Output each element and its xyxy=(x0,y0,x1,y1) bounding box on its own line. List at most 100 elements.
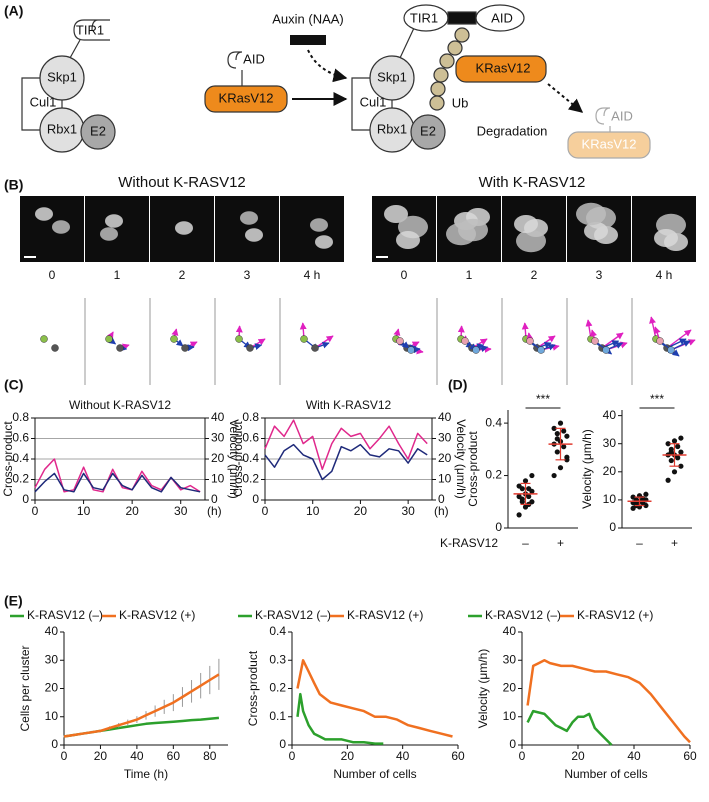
x-tick-label: 0 xyxy=(61,749,68,763)
nucleus xyxy=(245,228,263,242)
ub-bead xyxy=(439,53,455,69)
significance-label: *** xyxy=(536,392,550,406)
aid-shape xyxy=(475,4,525,32)
data-point xyxy=(557,420,564,426)
x-tick-label: + xyxy=(557,536,564,550)
cell-sphere xyxy=(656,337,664,345)
time-label: 3 xyxy=(244,268,251,282)
series-line xyxy=(63,673,220,738)
complex-before xyxy=(21,19,116,153)
y-tick-label: 20 xyxy=(603,464,617,478)
cell-sphere xyxy=(181,344,189,352)
ub-bead xyxy=(430,81,446,97)
cell-sphere xyxy=(461,337,469,345)
series-line xyxy=(264,443,428,481)
panel-label: (B) xyxy=(4,177,23,193)
data-point xyxy=(526,486,532,492)
data-point xyxy=(519,499,525,505)
series-line xyxy=(34,458,201,493)
y2-tick-label: 20 xyxy=(211,451,225,465)
aid-label: AID xyxy=(611,108,633,123)
panel-label: (D) xyxy=(448,377,467,393)
data-point xyxy=(561,444,567,450)
y-tick-label: 0 xyxy=(495,520,502,534)
nucleus xyxy=(514,215,538,233)
nucleus xyxy=(584,222,608,240)
time-label: 1 xyxy=(466,268,473,282)
aid-shape xyxy=(227,51,243,69)
x-axis-label: (h) xyxy=(207,504,222,518)
micrograph xyxy=(85,196,149,262)
y-tick-label: 0.8 xyxy=(242,410,259,424)
y2-tick-label: 40 xyxy=(211,410,225,424)
cul1-label: Cul1 xyxy=(30,94,57,109)
data-point xyxy=(668,457,674,464)
aid-label: AID xyxy=(243,51,265,66)
y2-tick-label: 20 xyxy=(438,451,452,465)
nucleus xyxy=(576,202,606,226)
legend-label: K-RASV12 (–) xyxy=(255,608,331,622)
time-label: 2 xyxy=(179,268,186,282)
y2-tick-label: 0 xyxy=(438,492,445,506)
y-tick-label: 0 xyxy=(509,737,516,751)
tir1-shape xyxy=(73,19,110,41)
time-label: 1 xyxy=(114,268,121,282)
micrographs: 0 1 2 3 4 h 0 1 2 3 4 h xyxy=(20,196,696,385)
skp1-label: Skp1 xyxy=(377,69,407,84)
y-axis-label: Cross-product xyxy=(466,431,480,507)
cul1-bracket xyxy=(21,77,40,131)
y-tick-label: 0.1 xyxy=(269,709,286,723)
degradation-label: Degradation xyxy=(477,123,548,138)
micrograph xyxy=(20,196,84,262)
y-tick-label: 0 xyxy=(51,737,58,751)
data-point xyxy=(668,449,674,455)
link xyxy=(69,39,81,59)
data-point xyxy=(554,449,560,455)
x-tick-label: – xyxy=(522,536,529,550)
y-tick-label: 0 xyxy=(609,520,616,534)
x-tick-label: 60 xyxy=(167,749,181,763)
nucleus xyxy=(396,231,420,249)
y-tick-label: 0.2 xyxy=(269,681,286,695)
data-point xyxy=(678,463,684,469)
data-point xyxy=(529,472,535,479)
y-tick-label: 10 xyxy=(603,492,617,506)
rbx1-label: Rbx1 xyxy=(377,121,407,136)
series-line xyxy=(526,709,613,746)
cell-sphere xyxy=(537,346,545,354)
y-tick-label: 0.4 xyxy=(485,415,502,429)
cell-sphere xyxy=(396,337,404,345)
x-axis-label: K-RASV12 xyxy=(440,536,498,550)
x-tick-label: + xyxy=(671,536,678,550)
data-point xyxy=(522,478,529,484)
aid-label: AID xyxy=(491,10,513,25)
auxin-arrow xyxy=(307,49,348,83)
ub-bead xyxy=(447,40,463,56)
ub-bead xyxy=(429,95,445,111)
data-point xyxy=(665,477,671,483)
x-tick-label: 20 xyxy=(94,749,108,763)
kras-label: KRasV12 xyxy=(476,60,531,75)
y-axis-label: Cross-product xyxy=(1,421,15,497)
time-label: 3 xyxy=(596,268,603,282)
cul1-label: Cul1 xyxy=(360,94,387,109)
y2-tick-label: 0 xyxy=(211,492,218,506)
y2-axis-label: Velocity (μm/h) xyxy=(454,419,468,499)
nucleus xyxy=(52,220,70,234)
x-tick-label: 10 xyxy=(306,504,320,518)
data-point xyxy=(630,494,636,500)
series-line xyxy=(296,692,384,745)
data-point xyxy=(671,438,678,444)
data-point xyxy=(678,435,684,441)
kras-label: KRasV12 xyxy=(219,90,274,105)
x-tick-label: 20 xyxy=(354,504,368,518)
chart-title: With K-RASV12 xyxy=(306,398,392,412)
tir1-label: TIR1 xyxy=(410,10,438,25)
ub-bead xyxy=(433,67,449,83)
panel-label: (C) xyxy=(4,377,23,393)
y-tick-label: 0.2 xyxy=(485,468,502,482)
skp1-label: Skp1 xyxy=(47,69,77,84)
data-point xyxy=(516,493,522,500)
substrate xyxy=(204,51,288,113)
